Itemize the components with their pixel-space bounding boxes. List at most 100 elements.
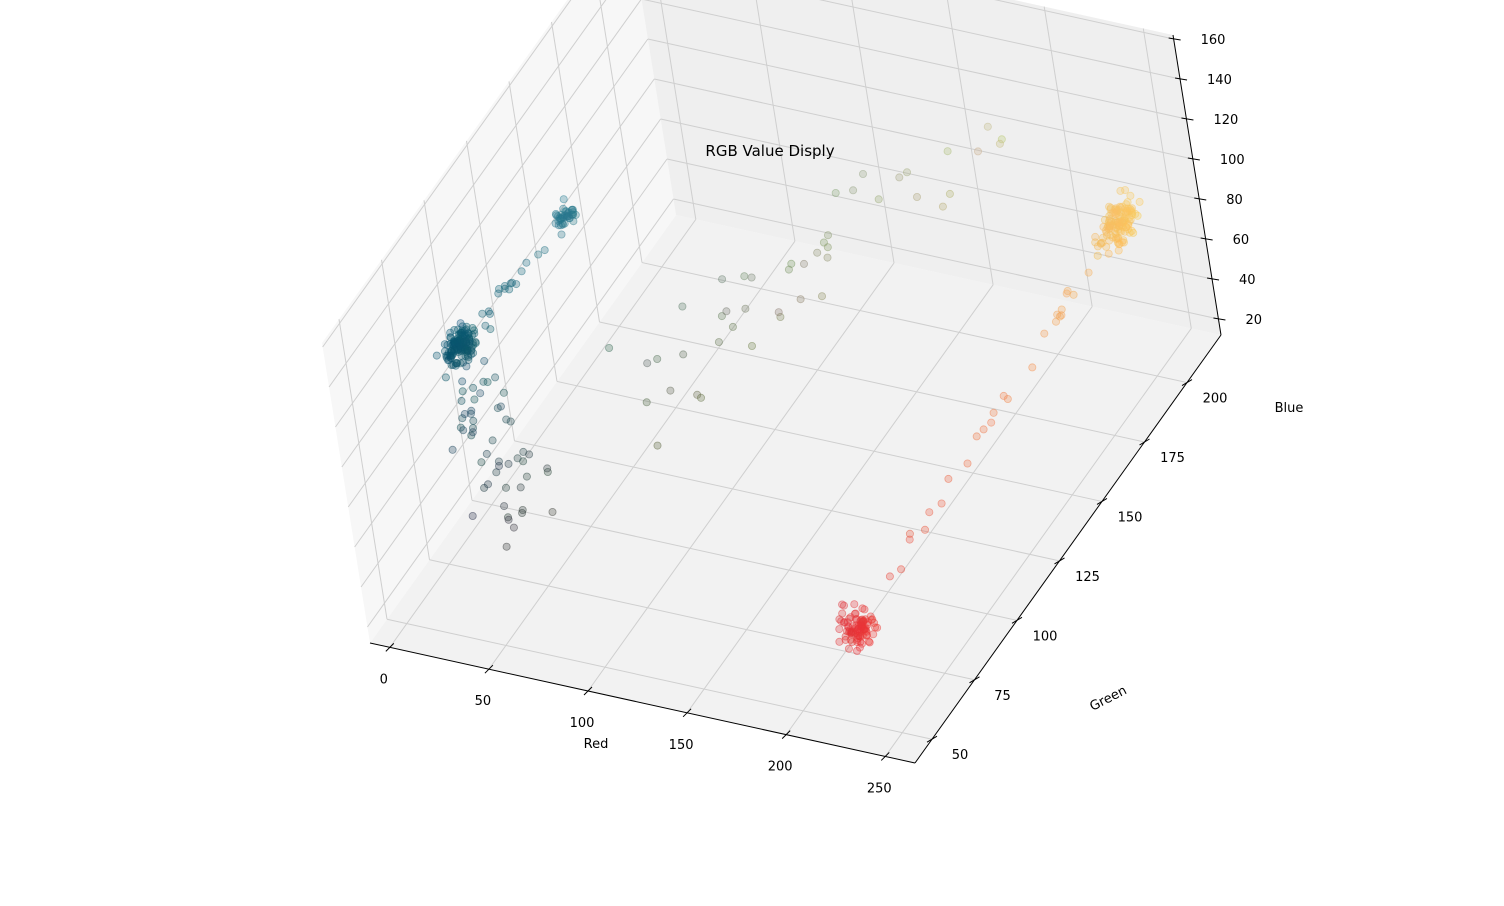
grid-line-blue (666, 158, 1213, 280)
data-point (468, 428, 477, 437)
blue-tick-label: 160 (1201, 33, 1226, 48)
data-point (653, 441, 662, 450)
data-point (519, 447, 528, 456)
data-point (442, 351, 451, 360)
red-tick-label: 100 (570, 716, 595, 731)
data-point (1052, 317, 1061, 326)
data-point (859, 169, 868, 178)
data-point (1099, 222, 1108, 231)
data-point (504, 515, 513, 524)
data-point (470, 395, 479, 404)
data-point (525, 450, 534, 459)
data-point (1112, 204, 1121, 213)
data-point (534, 250, 543, 259)
data-point (1120, 227, 1129, 236)
data-point (499, 388, 508, 397)
data-point (500, 284, 509, 293)
grid-line-blue (654, 78, 1200, 200)
grid-line-green (641, 262, 1188, 384)
blue-tick-label: 80 (1226, 193, 1243, 208)
data-point (468, 512, 477, 521)
data-point (835, 625, 844, 634)
data-point (469, 383, 478, 392)
data-point (1093, 251, 1102, 260)
green-tick-mark (1181, 379, 1193, 386)
data-point (987, 418, 996, 427)
data-point (869, 630, 878, 639)
blue-tick-label: 40 (1239, 273, 1256, 288)
data-point (480, 356, 489, 365)
data-point (871, 623, 880, 632)
blue-tick-label: 140 (1207, 73, 1232, 88)
data-point (938, 202, 947, 211)
blue-tick-mark (1187, 157, 1200, 161)
grid-line-red (755, 0, 796, 242)
data-point (740, 272, 749, 281)
grid-line-blue (673, 198, 1219, 320)
grid-line-green (508, 81, 558, 382)
grid-line-red (587, 262, 895, 692)
data-point (501, 483, 510, 492)
blue-tick-mark (1174, 77, 1188, 81)
grid-line-blue (322, 0, 572, 348)
data-point (895, 173, 904, 182)
left-wall-pane (322, 0, 676, 643)
data-points (432, 122, 1144, 655)
data-point (838, 600, 847, 609)
data-point (776, 312, 785, 321)
blue-axis-line (1172, 34, 1222, 336)
data-point (849, 186, 858, 195)
data-point (554, 221, 563, 230)
data-point (477, 458, 486, 467)
grid-line-blue (335, 0, 642, 428)
green-tick-label: 50 (952, 748, 969, 763)
data-point (865, 638, 874, 647)
data-point (1116, 186, 1125, 195)
data-point (1135, 197, 1144, 206)
data-point (903, 168, 912, 177)
green-tick-mark (969, 676, 980, 684)
data-point (1062, 289, 1071, 298)
data-point (484, 307, 493, 316)
blue-tick-label: 60 (1233, 233, 1250, 248)
axes-panes (322, 0, 1221, 763)
data-point (440, 340, 449, 349)
grid-line-green (599, 0, 643, 263)
red-tick-label: 200 (768, 760, 793, 775)
data-point (1091, 232, 1100, 241)
green-tick-mark (1054, 557, 1065, 565)
data-point (844, 623, 853, 632)
blue-tick-mark (1168, 37, 1181, 41)
data-point (540, 246, 549, 255)
data-point (835, 637, 844, 646)
data-point (989, 408, 998, 417)
data-point (853, 646, 862, 655)
grid-line-blue (643, 0, 1187, 120)
data-point (460, 409, 469, 418)
data-point (974, 147, 983, 156)
data-point (446, 333, 455, 342)
data-point (852, 615, 861, 624)
red-tick-mark (880, 752, 890, 761)
data-point (850, 600, 859, 609)
grid-line-green (471, 499, 1018, 621)
data-point (1115, 218, 1124, 227)
data-point (796, 295, 805, 304)
data-point (458, 377, 467, 386)
floor-pane (370, 215, 1221, 763)
data-point (913, 192, 922, 201)
data-point (1003, 394, 1012, 403)
data-point (774, 308, 783, 317)
data-point (496, 402, 505, 411)
data-point (448, 445, 457, 454)
red-tick-mark (484, 664, 494, 674)
data-point (449, 360, 458, 369)
green-tick-mark (1139, 438, 1150, 446)
grid-line-blue (647, 38, 1193, 160)
data-point (557, 230, 566, 239)
grid-line-red (660, 0, 697, 220)
data-point (432, 351, 441, 360)
data-point (925, 508, 934, 517)
data-point (465, 339, 474, 348)
